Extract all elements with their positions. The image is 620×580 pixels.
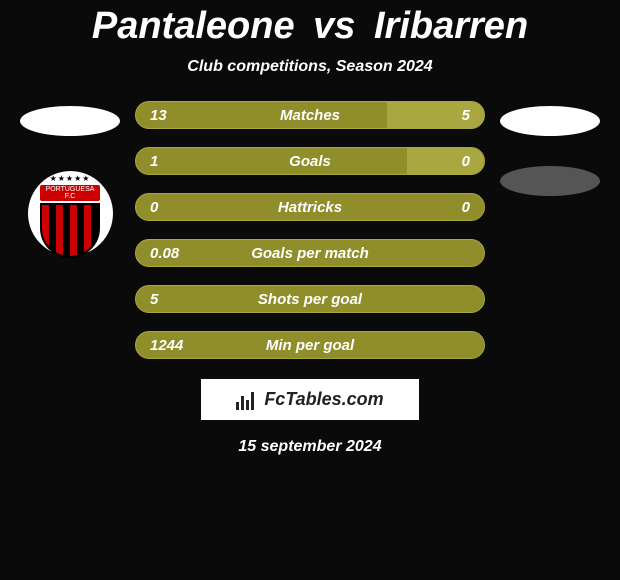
- left-shapes-column: ★★★★★ PORTUGUESA F.C: [20, 101, 120, 256]
- badge-club-name: PORTUGUESA F.C: [40, 185, 100, 201]
- date-label: 15 september 2024: [238, 438, 381, 456]
- stats-column: 13 Matches 5 1 Goals 0 0 Hattricks 0 0.08 Goals pe…: [135, 101, 485, 359]
- badge-inner: ★★★★★ PORTUGUESA F.C: [35, 174, 105, 254]
- player2-club-ellipse-icon: [500, 166, 600, 196]
- stat-row: 1 Goals 0: [135, 147, 485, 175]
- stat-left-value: 1: [150, 153, 158, 170]
- stat-row: 5 Shots per goal: [135, 285, 485, 313]
- player1-ellipse-icon: [20, 106, 120, 136]
- title-vs: vs: [313, 5, 355, 47]
- stat-content: 0 Hattricks 0: [136, 194, 484, 220]
- subtitle: Club competitions, Season 2024: [187, 58, 432, 76]
- main-area: ★★★★★ PORTUGUESA F.C 13 Matches 5 1 Goals 0 0 H…: [0, 101, 620, 359]
- title-player1: Pantaleone: [92, 5, 295, 47]
- chart-icon: [236, 390, 256, 410]
- stat-row: 0.08 Goals per match: [135, 239, 485, 267]
- stat-label: Hattricks: [278, 199, 342, 216]
- stat-right-value: 0: [462, 199, 470, 216]
- stat-right-value: 5: [462, 107, 470, 124]
- stat-left-value: 13: [150, 107, 167, 124]
- infographic-container: Pantaleone vs Iribarren Club competition…: [0, 0, 620, 456]
- stat-label: Shots per goal: [258, 291, 362, 308]
- stat-content: 5 Shots per goal: [136, 286, 484, 312]
- page-title: Pantaleone vs Iribarren: [92, 5, 528, 48]
- stat-left-value: 5: [150, 291, 158, 308]
- stat-left-value: 0: [150, 199, 158, 216]
- stat-content: 1 Goals 0: [136, 148, 484, 174]
- brand-text: FcTables.com: [264, 389, 383, 410]
- stat-row: 0 Hattricks 0: [135, 193, 485, 221]
- stat-right-value: 0: [462, 153, 470, 170]
- stat-left-value: 1244: [150, 337, 183, 354]
- stat-label: Matches: [280, 107, 340, 124]
- stat-content: 13 Matches 5: [136, 102, 484, 128]
- stat-label: Min per goal: [266, 337, 354, 354]
- stat-left-value: 0.08: [150, 245, 179, 262]
- club-badge: ★★★★★ PORTUGUESA F.C: [28, 171, 113, 256]
- right-shapes-column: [500, 101, 600, 196]
- stat-label: Goals per match: [251, 245, 369, 262]
- stat-content: 1244 Min per goal: [136, 332, 484, 358]
- player2-ellipse-icon: [500, 106, 600, 136]
- stat-row: 1244 Min per goal: [135, 331, 485, 359]
- stat-content: 0.08 Goals per match: [136, 240, 484, 266]
- badge-shield-icon: [40, 203, 100, 258]
- title-player2: Iribarren: [374, 5, 528, 47]
- stat-label: Goals: [289, 153, 331, 170]
- brand-banner[interactable]: FcTables.com: [201, 379, 418, 420]
- badge-stars-icon: ★★★★★: [35, 174, 105, 183]
- stat-row: 13 Matches 5: [135, 101, 485, 129]
